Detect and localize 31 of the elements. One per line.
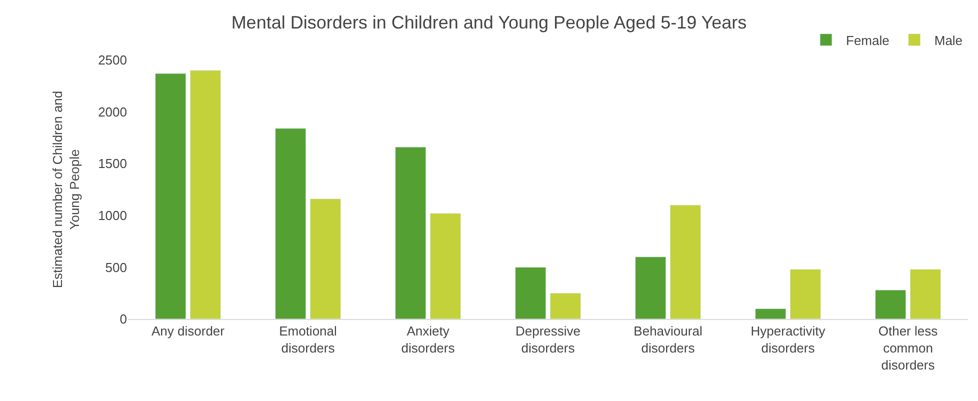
bar [275, 128, 306, 319]
y-tick-label: 0 [120, 312, 127, 327]
bar [550, 292, 581, 319]
x-tick-label: Other less common disorders [878, 324, 938, 372]
y-tick-label: 1000 [98, 208, 127, 223]
bar [430, 213, 461, 319]
x-tick-label: Emotional disorders [279, 324, 338, 356]
y-tick-label: 500 [105, 260, 127, 275]
x-tick-label: Hyperactivity disorders [750, 324, 826, 356]
y-tick-label: 2500 [98, 52, 127, 68]
bar [670, 204, 701, 319]
x-tick-label: Behavioural disorders [634, 324, 702, 356]
y-tick-label: 2000 [98, 104, 127, 120]
bar [310, 198, 341, 319]
legend-label: Male [934, 32, 963, 48]
bar [875, 290, 906, 319]
x-tick-label: Anxiety disorders [401, 324, 456, 356]
bar [395, 146, 426, 319]
legend-label: Female [846, 32, 890, 48]
chart-title: Mental Disorders in Children and Young People Aged 5-19 Years [231, 12, 747, 33]
bar [910, 269, 941, 319]
bar [635, 256, 666, 319]
bar [190, 70, 221, 319]
x-tick-label: Any disorder [152, 324, 226, 339]
bar [515, 266, 546, 319]
bar [790, 269, 821, 319]
bar [155, 73, 186, 319]
y-tick-label: 1500 [98, 156, 127, 172]
x-tick-label: Depressive disorders [515, 324, 581, 356]
y-axis-title: Estimated number of Children and Young People [50, 90, 82, 288]
bar [755, 308, 786, 319]
